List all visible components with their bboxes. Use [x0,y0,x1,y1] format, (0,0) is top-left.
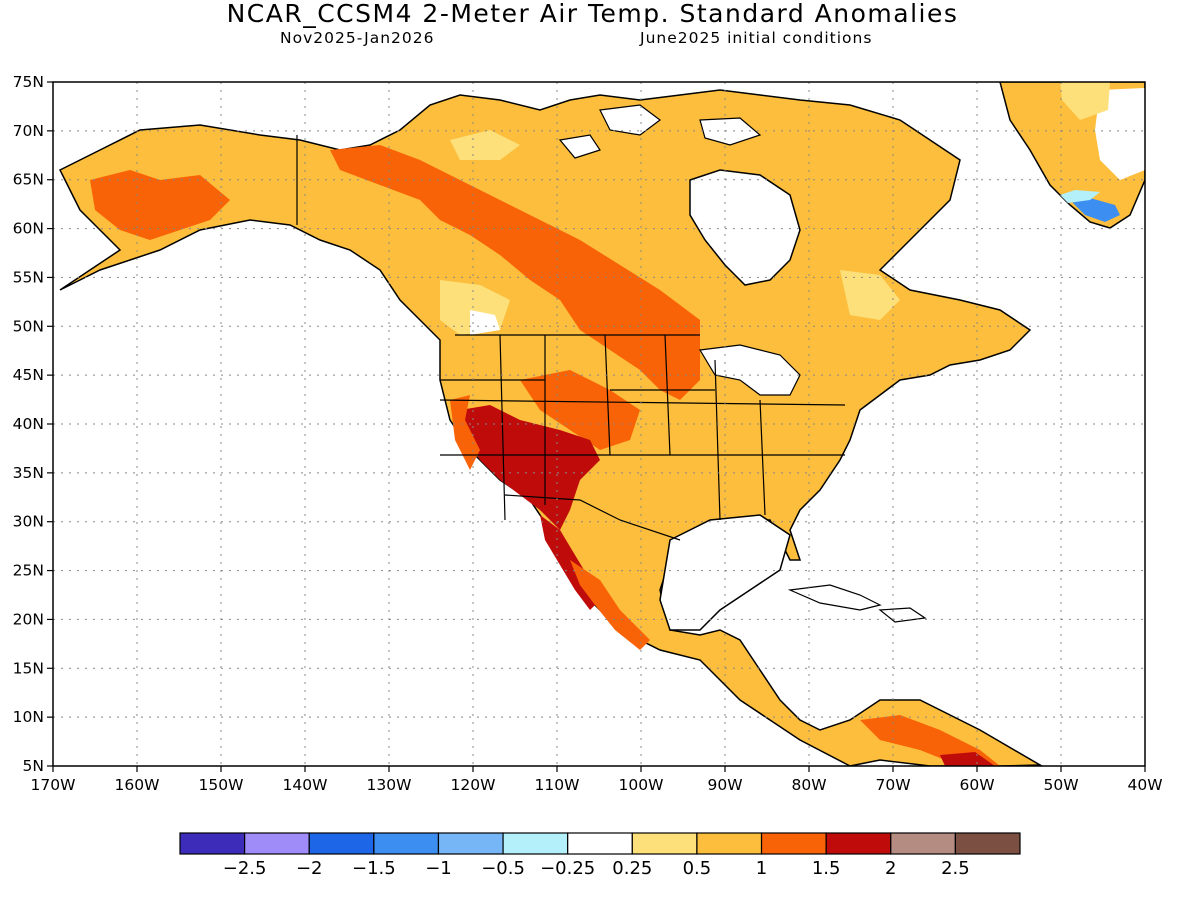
hispaniola [878,607,927,623]
legend-label: −1 [425,858,452,879]
lat-tick-label: 75N [13,73,44,91]
longitude-axis: 170W 160W 150W 140W 130W 120W 110W 100W 90W 80W 70… [31,766,1163,794]
lat-tick-label: 65N [13,171,44,189]
lat-tick-label: 60N [13,220,44,238]
hudson-bay [689,169,801,286]
nw-canada-warm [330,145,700,400]
lon-tick-label: 110W [535,776,580,794]
legend-label: 1 [756,858,767,879]
lat-tick-label: 20N [13,610,44,628]
political-boundaries [296,135,846,541]
legend-label: −2.5 [223,858,267,879]
lon-tick-label: 160W [115,776,160,794]
lat-tick-label: 35N [13,464,44,482]
legend-swatch [502,832,569,855]
legend-swatch [631,832,698,855]
lon-tick-label: 90W [707,776,742,794]
greenland-cold-light [1060,190,1100,203]
graticule [53,82,1145,766]
lat-tick-label: 50N [13,317,44,335]
lat-tick-label: 40N [13,415,44,433]
legend-label: 0.25 [612,858,652,879]
lat-tick-label: 10N [13,708,44,726]
venezuela-hot [940,752,995,766]
greenland-cold [1070,198,1120,222]
legend-label: 0.5 [683,858,712,879]
greenland-white [1095,88,1145,180]
legend-label: 1.5 [812,858,841,879]
legend-label: 2 [885,858,896,879]
lon-tick-label: 70W [875,776,910,794]
legend-swatch [760,832,827,855]
lon-tick-label: 130W [367,776,412,794]
nw-territories-light [450,130,520,160]
pacific-nw-white [470,310,500,335]
lon-tick-label: 140W [283,776,328,794]
legend-swatch [890,832,956,855]
legend-swatch [437,832,504,855]
legend-label: −0.25 [540,858,595,879]
color-legend: −2.5 −2 −1.5 −1 −0.5 −0.25 0.25 0.5 1 1.5 2 2.5 [179,832,1021,879]
lat-tick-label: 5N [23,757,44,775]
lat-tick-label: 15N [13,659,44,677]
lon-tick-label: 50W [1043,776,1078,794]
forecast-period: Nov2025-Jan2026 [280,29,435,47]
greenland-light [1060,82,1110,120]
lon-tick-label: 60W [959,776,994,794]
lat-tick-label: 70N [13,122,44,140]
legend-label: 2.5 [941,858,970,879]
lat-tick-label: 30N [13,513,44,531]
chart-title: NCAR_CCSM4 2-Meter Air Temp. Standard An… [226,0,959,28]
legend-swatch [567,832,633,855]
legend-label: −0.5 [481,858,525,879]
latitude-axis: 5N 10N 15N 20N 25N 30N 35N 40N 45N 50N 55N 60N 65N 70… [13,73,53,775]
legend-swatch [954,832,1021,855]
great-lakes [699,344,801,396]
west-mexico-warm [570,560,650,650]
legend-swatch [373,832,440,855]
legend-swatch [308,832,375,855]
legend-swatch [179,832,246,855]
gulf-of-mexico [659,514,791,631]
cuba [787,584,882,611]
lat-tick-label: 55N [13,268,44,286]
legend-label: −1.5 [352,858,396,879]
lon-tick-label: 100W [619,776,664,794]
legend-swatch [696,832,763,855]
lon-tick-label: 80W [791,776,826,794]
initial-conditions: June2025 initial conditions [640,29,873,47]
lat-tick-label: 45N [13,366,44,384]
lon-tick-label: 120W [451,776,496,794]
alaska-warm [90,170,230,240]
legend-swatch [825,832,892,855]
lon-tick-label: 170W [31,776,76,794]
legend-swatch [244,832,310,855]
legend-label: −2 [296,858,323,879]
arctic-islands [558,104,762,159]
quebec-light [840,270,900,320]
lat-tick-label: 25N [13,562,44,580]
lon-tick-label: 40W [1127,776,1162,794]
lon-tick-label: 150W [199,776,244,794]
